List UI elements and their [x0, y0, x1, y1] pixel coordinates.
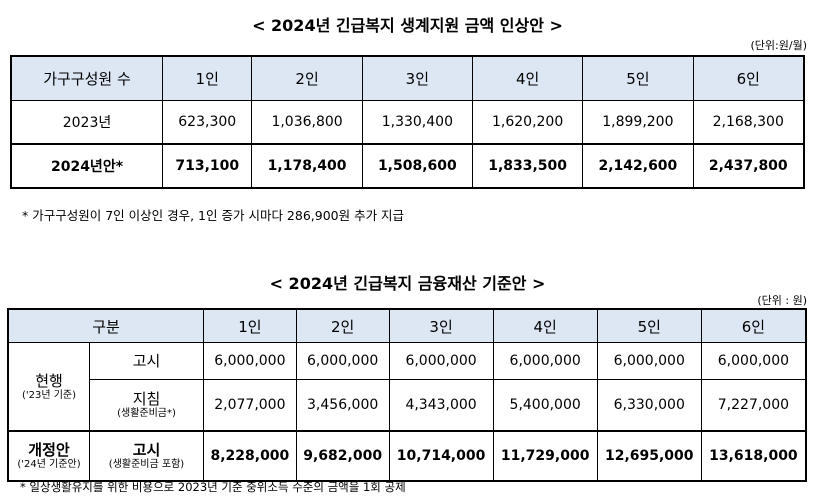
value-cell: 6,000,000	[388, 342, 494, 380]
header-cell: 4인	[492, 309, 598, 343]
header-cell: 6인	[700, 309, 806, 343]
table-row: 지침 (생활준비금*) 2,077,000 3,456,000 4,343,00…	[8, 379, 806, 431]
header-cell: 가구구성원 수	[11, 56, 163, 101]
value-cell: 623,300	[161, 100, 252, 144]
group-sublabel: ('24년 기준안)	[17, 459, 81, 470]
row-label-text: 지침	[132, 390, 161, 408]
value-cell: 2,142,600	[582, 143, 694, 188]
value-cell: 6,330,000	[596, 379, 702, 431]
value-cell: 6,000,000	[295, 342, 390, 380]
header-cell: 3인	[361, 56, 473, 101]
value-cell: 9,682,000	[295, 430, 390, 481]
value-cell: 6,000,000	[596, 342, 702, 380]
value-cell: 1,620,200	[471, 100, 583, 144]
value-cell: 2,437,800	[692, 143, 804, 188]
value-cell: 8,228,000	[203, 430, 297, 481]
table-row: 개정안 ('24년 기준안) 고시 (생활준비금 포함) 8,228,000 9…	[8, 430, 806, 481]
row-label: 고시	[89, 342, 204, 380]
value-cell: 11,729,000	[492, 430, 598, 481]
financial-asset-table: 구분 1인 2인 3인 4인 5인 6인 현행 ('23년 기준) 고시 6,0…	[7, 308, 807, 482]
header-cell: 5인	[582, 56, 694, 101]
value-cell: 1,330,400	[361, 100, 473, 144]
value-cell: 12,695,000	[596, 430, 702, 481]
value-cell: 10,714,000	[388, 430, 494, 481]
value-cell: 1,833,500	[471, 143, 583, 188]
value-cell: 2,168,300	[692, 100, 804, 144]
value-cell: 6,000,000	[203, 342, 297, 380]
table-row: 현행 ('23년 기준) 고시 6,000,000 6,000,000 6,00…	[8, 342, 806, 431]
section2-title: < 2024년 긴급복지 금융재산 기준안 >	[269, 274, 546, 293]
row-sublabel: (생활준비금*)	[117, 408, 176, 419]
group-sublabel: ('23년 기준)	[21, 389, 77, 401]
row-sublabel: (생활준비금 포함)	[108, 459, 185, 470]
section1-title: < 2024년 긴급복지 생계지원 금액 인상안 >	[252, 16, 563, 35]
value-cell: 5,400,000	[492, 379, 598, 431]
row-label: 고시 (생활준비금 포함)	[89, 430, 204, 481]
header-cell: 6인	[692, 56, 804, 101]
row-label: 2024년안*	[11, 143, 163, 188]
group-current: 현행 ('23년 기준)	[8, 342, 90, 431]
section1-unit: (단위:원/월)	[750, 39, 807, 52]
value-cell: 6,000,000	[700, 342, 806, 380]
value-cell: 13,618,000	[700, 430, 806, 481]
table-row: 2024년안* 713,100 1,178,400 1,508,600 1,83…	[11, 143, 804, 188]
header-cell: 2인	[295, 309, 390, 343]
header-cell: 2인	[251, 56, 363, 101]
table-header-row: 구분 1인 2인 3인 4인 5인 6인	[8, 309, 806, 343]
table-header-row: 가구구성원 수 1인 2인 3인 4인 5인 6인	[11, 56, 804, 101]
row-label: 2023년	[11, 100, 163, 144]
header-cell: 5인	[596, 309, 702, 343]
living-support-table: 가구구성원 수 1인 2인 3인 4인 5인 6인 2023년 623,300 …	[10, 55, 805, 189]
value-cell: 2,077,000	[203, 379, 297, 431]
group-revised: 개정안 ('24년 기준안)	[8, 430, 90, 481]
value-cell: 1,036,800	[251, 100, 363, 144]
section2-footnote: * 일상생활유지를 위한 비용으로 2023년 기준 중위소득 수준의 금액을 …	[20, 480, 406, 494]
value-cell: 1,178,400	[251, 143, 363, 188]
header-cell: 구분	[8, 309, 204, 343]
group-label: 현행	[35, 371, 63, 390]
value-cell: 1,899,200	[582, 100, 694, 144]
header-cell: 4인	[471, 56, 583, 101]
group-label: 개정안	[28, 441, 70, 459]
row-label: 지침 (생활준비금*)	[89, 379, 204, 431]
value-cell: 713,100	[161, 143, 252, 188]
value-cell: 1,508,600	[361, 143, 473, 188]
header-cell: 3인	[388, 309, 494, 343]
header-cell: 1인	[203, 309, 297, 343]
value-cell: 6,000,000	[492, 342, 598, 380]
row-label-text: 고시	[132, 441, 161, 459]
table-row: 2023년 623,300 1,036,800 1,330,400 1,620,…	[11, 100, 804, 144]
value-cell: 3,456,000	[295, 379, 390, 431]
value-cell: 4,343,000	[388, 379, 494, 431]
header-cell: 1인	[161, 56, 252, 101]
row-label-text: 고시	[132, 352, 161, 370]
section1-footnote: * 가구구성원이 7인 이상인 경우, 1인 증가 시마다 286,900원 추…	[22, 208, 405, 223]
section2-unit: (단위 : 원)	[757, 294, 807, 307]
value-cell: 7,227,000	[700, 379, 806, 431]
